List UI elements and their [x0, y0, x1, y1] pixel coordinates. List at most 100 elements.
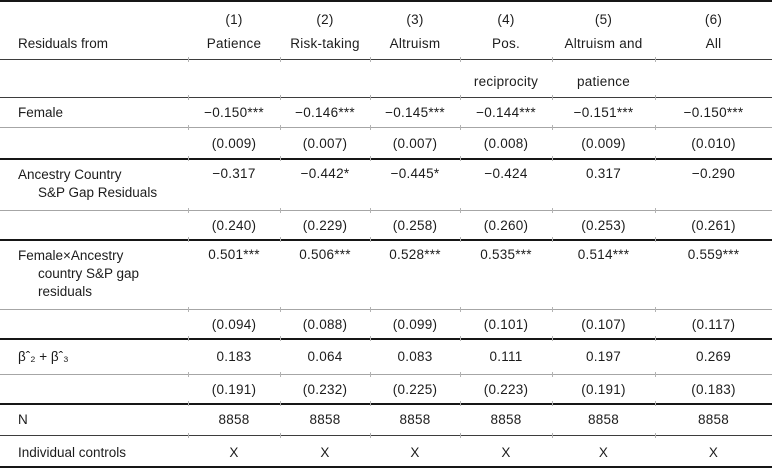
- se-cell: (0.117): [691, 316, 736, 332]
- rule-cell: [369, 57, 460, 62]
- rule-cell: [459, 433, 552, 438]
- rule-cell: [187, 95, 280, 100]
- rule-cell: [551, 307, 655, 312]
- controls-mark-cell: X: [708, 444, 719, 460]
- beta-sum-coef-row: βˆ₂ + βˆ₃ 0.183 0.064 0.083 0.111 0.197 …: [0, 341, 772, 372]
- dep-var-cell: reciprocity: [473, 73, 539, 89]
- coef-cell: −0.445*: [390, 166, 440, 181]
- coef-cell: 0.528***: [389, 247, 441, 262]
- rule-cell: [551, 125, 655, 130]
- rule-cell: [551, 95, 655, 100]
- rule-cell: [654, 307, 772, 312]
- se-cell: (0.253): [581, 217, 626, 233]
- rule-cell: [369, 208, 460, 213]
- coef-cell: −0.144***: [476, 105, 536, 120]
- row-label-line: Ancestry Country: [18, 167, 122, 182]
- rule-cell: [187, 125, 280, 130]
- rule-cell: [0, 237, 188, 242]
- row-label-line: country S&P gap: [38, 266, 140, 281]
- se-cell: (0.101): [483, 316, 529, 332]
- n-value-cell: 8858: [218, 412, 250, 427]
- ancestry-se-row: (0.240) (0.229) (0.258) (0.260) (0.253) …: [0, 213, 772, 237]
- rule-cell: [369, 433, 460, 438]
- se-cell: (0.007): [392, 135, 438, 151]
- empty-cell: [0, 2, 188, 30]
- controls-mark-cell: X: [598, 444, 609, 460]
- rule-cell: [369, 307, 460, 312]
- female-se-row: (0.009) (0.007) (0.007) (0.008) (0.009) …: [0, 130, 772, 156]
- rule-cell: [551, 433, 655, 438]
- coef-cell: 0.506***: [299, 247, 351, 262]
- coef-cell: −0.151***: [573, 105, 634, 120]
- rule-cell: [654, 372, 772, 377]
- rule-cell: [654, 125, 772, 130]
- rule-cell: [0, 156, 188, 161]
- coef-cell: 0.111: [489, 349, 523, 364]
- rule-cell: [279, 433, 370, 438]
- rule-cell: [279, 307, 370, 312]
- row-label-cell: Individual controls: [18, 444, 127, 460]
- rule-cell: [369, 95, 460, 100]
- column-number-cell: (5): [594, 12, 613, 27]
- se-cell: (0.094): [211, 316, 257, 332]
- rule-cell: [187, 433, 280, 438]
- rule-cell: [654, 156, 772, 161]
- coef-cell: 0.559***: [687, 247, 740, 262]
- rule-cell: [279, 95, 370, 100]
- column-number-cell: (3): [406, 12, 424, 27]
- coef-cell: −0.150***: [204, 105, 264, 120]
- rule-cell: [279, 372, 370, 377]
- rule-cell: [459, 208, 552, 213]
- se-cell: (0.261): [691, 217, 736, 233]
- row-label-line: S&P Gap Residuals: [38, 185, 158, 200]
- rule-cell: [279, 401, 370, 406]
- rule-cell: [551, 372, 655, 377]
- table-rule-row: [0, 336, 772, 341]
- dep-var-cell: [280, 62, 370, 95]
- rule-cell: [369, 237, 460, 242]
- empty-cell: [0, 213, 188, 237]
- dep-var-cell: [370, 62, 460, 95]
- se-cell: (0.009): [211, 135, 257, 151]
- female-coef-row: Female −0.150*** −0.146*** −0.145*** −0.…: [0, 100, 772, 125]
- rule-cell: [654, 95, 772, 100]
- se-cell: (0.240): [211, 217, 257, 233]
- row-label-line: residuals: [38, 284, 93, 299]
- se-cell: (0.010): [691, 135, 736, 151]
- individual-controls-row: Individual controls X X X X X X: [0, 438, 772, 466]
- n-value-cell: 8858: [309, 412, 341, 427]
- column-number-cell: (6): [704, 12, 723, 27]
- dep-var-cell: Pos.: [491, 36, 520, 51]
- empty-cell: [0, 312, 188, 336]
- coef-cell: 0.083: [397, 349, 433, 364]
- coef-cell: 0.269: [695, 349, 732, 364]
- rule-cell: [459, 372, 552, 377]
- table-rule-row: [0, 156, 772, 161]
- beta-sum-se-row: (0.191) (0.232) (0.225) (0.223) (0.191) …: [0, 377, 772, 401]
- row-label-cell: βˆ₂ + βˆ₃: [18, 349, 69, 364]
- se-cell: (0.229): [302, 217, 348, 233]
- rule-cell: [654, 208, 772, 213]
- se-cell: (0.008): [483, 135, 529, 151]
- observations-row: N 8858 8858 8858 8858 8858 8858: [0, 406, 772, 433]
- se-cell: (0.232): [302, 381, 348, 397]
- dep-var-cell: All: [705, 36, 722, 51]
- rule-cell: [0, 95, 188, 100]
- header-label-cell: Residuals from: [18, 36, 109, 51]
- ancestry-coef-row: Ancestry Country S&P Gap Residuals −0.31…: [0, 161, 772, 208]
- dep-var-cell: Altruism and: [564, 36, 643, 51]
- coef-cell: −0.317: [212, 166, 256, 181]
- rule-cell: [551, 57, 655, 62]
- coef-cell: −0.145***: [385, 105, 445, 120]
- se-cell: (0.260): [483, 217, 529, 233]
- table-rule-row: [0, 57, 772, 62]
- coef-cell: 0.514***: [577, 247, 630, 262]
- empty-cell: [0, 62, 188, 95]
- coef-cell: 0.501***: [208, 247, 260, 262]
- rule-cell: [0, 372, 188, 377]
- rule-cell: [187, 372, 280, 377]
- coef-cell: −0.150***: [683, 105, 744, 120]
- dep-var-cell: patience: [576, 73, 631, 89]
